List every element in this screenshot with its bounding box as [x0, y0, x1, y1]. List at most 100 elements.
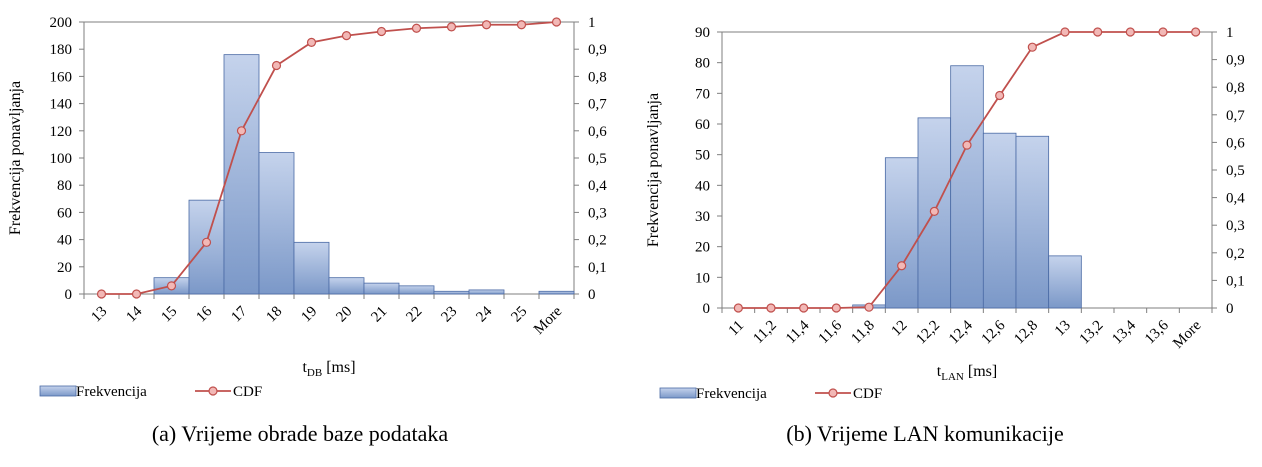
- x-tick-label: 25: [508, 304, 530, 326]
- cdf-point-13: [96, 289, 107, 299]
- y-tick-label: 100: [50, 151, 73, 167]
- y-tick-label: 30: [695, 209, 710, 225]
- x-tick-label: 15: [158, 304, 180, 326]
- cdf-point-23: [446, 22, 457, 32]
- cdf-point-17: [236, 126, 247, 136]
- y2-tick-label: 0: [1226, 301, 1234, 317]
- x-tick-label: 24: [473, 303, 495, 325]
- y2-tick-label: 0,1: [1226, 273, 1245, 289]
- bar-12: [884, 157, 919, 309]
- x-tick-label: 21: [368, 304, 390, 326]
- cdf-point-12,6: [995, 90, 1005, 101]
- y2-tick-label: 1: [1226, 25, 1234, 41]
- bar-21: [363, 282, 400, 295]
- cdf-line: [101, 21, 557, 295]
- legend-label-frekvencija: Frekvencija: [696, 386, 767, 402]
- bar-22: [398, 285, 435, 295]
- x-tick-label: 12,6: [979, 317, 1009, 347]
- cdf-point-11: [733, 303, 743, 313]
- x-axis-label-main: t: [302, 359, 307, 376]
- y2-tick-label: 0: [588, 287, 596, 303]
- y-tick-label: 120: [50, 124, 73, 140]
- cdf-point-12,2: [929, 206, 939, 216]
- x-tick-label: 20: [333, 304, 355, 326]
- x-tick-label: 11,8: [848, 318, 877, 347]
- x-tick-label: 19: [298, 304, 320, 326]
- y2-tick-label: 0,8: [588, 69, 607, 85]
- cdf-point-21: [376, 26, 387, 37]
- y2-tick-label: 0,2: [588, 233, 607, 249]
- legend-label-cdf: CDF: [853, 386, 882, 402]
- x-tick-label: 13,4: [1109, 317, 1139, 347]
- legend-swatch-marker: [208, 386, 218, 396]
- y-tick-label: 90: [695, 25, 710, 41]
- legend-swatch-marker: [828, 388, 838, 398]
- x-tick-label: 12,4: [946, 317, 976, 347]
- bar-24: [468, 289, 505, 295]
- cdf-point-12: [897, 261, 907, 271]
- x-tick-label: 18: [263, 304, 285, 326]
- x-axis-label-subscript: DB: [307, 367, 322, 379]
- y2-tick-label: 1: [588, 15, 596, 31]
- y-tick-label: 40: [695, 178, 710, 194]
- x-tick-label: 23: [438, 304, 460, 326]
- y2-tick-label: 0,9: [1226, 53, 1245, 69]
- cdf-point-11,8: [864, 302, 874, 312]
- x-axis-label: tLAN [ms]: [937, 363, 997, 383]
- legend-label-cdf: CDF: [233, 384, 262, 400]
- y2-tick-label: 0,7: [588, 97, 607, 113]
- x-axis-label-unit: [ms]: [964, 363, 997, 380]
- x-tick-label: 12,8: [1011, 318, 1041, 348]
- bar-12,4: [950, 65, 984, 309]
- chart-lan-communication: 0 10 20 30 40 50 60 70 80 90 0 0,1 0,2 0,3 0,4 0,5 0,6 0,…: [645, 25, 1245, 446]
- chart-db-processing: 02040608010012014016018020000,10,20,30,4…: [7, 15, 607, 446]
- y-tick-label: 20: [695, 240, 710, 256]
- x-tick-label: 11,6: [816, 317, 846, 347]
- x-tick-label: 17: [228, 303, 250, 325]
- y-tick-label: 60: [695, 117, 710, 133]
- cdf-point-19: [306, 37, 317, 48]
- x-tick-label: 13: [88, 304, 110, 326]
- cdf-point-18: [271, 60, 282, 71]
- cdf-point-22: [411, 23, 422, 33]
- x-tick-label: 22: [403, 304, 425, 326]
- y2-tick-label: 0,4: [588, 178, 607, 194]
- y-tick-label: 20: [57, 260, 72, 276]
- x-tick-label: 16: [193, 303, 215, 325]
- x-tick-label: 12,2: [913, 318, 943, 348]
- y-tick-label: 200: [50, 15, 73, 31]
- x-axis-label-main: t: [937, 363, 942, 380]
- y2-tick-label: 0,6: [1226, 135, 1245, 151]
- cdf-point-13,4: [1125, 27, 1135, 37]
- cdf-point-13,2: [1093, 27, 1103, 37]
- bar-13: [1048, 255, 1082, 309]
- y-tick-label: 160: [50, 69, 73, 85]
- bar-20: [328, 277, 365, 295]
- cdf-point-12,4: [962, 140, 972, 150]
- bar-12,6: [982, 132, 1017, 309]
- bar-12,8: [1015, 135, 1050, 309]
- y-tick-label: 10: [695, 270, 710, 286]
- legend: Frekvencija CDF: [39, 384, 262, 400]
- y2-tick-label: 0,3: [1226, 218, 1245, 234]
- cdf-point-13,6: [1158, 27, 1168, 37]
- bar-17: [223, 54, 260, 295]
- cdf-point-16: [201, 237, 212, 247]
- x-tick-label: 11,2: [750, 318, 779, 347]
- y-axis-label: Frekvencija ponavljanja: [645, 93, 662, 247]
- cdf-point-13: [1060, 27, 1070, 37]
- y2-tick-label: 0,5: [588, 151, 607, 167]
- bar-16: [188, 199, 225, 295]
- cdf-point-24: [481, 20, 492, 30]
- x-axis-label-unit: [ms]: [322, 359, 355, 376]
- y-tick-label: 80: [57, 178, 72, 194]
- y2-tick-label: 0,4: [1226, 191, 1245, 207]
- y-tick-label: 0: [65, 287, 73, 303]
- cdf-point-12,8: [1027, 42, 1037, 52]
- figure-caption: (b) Vrijeme LAN komunikacije: [786, 421, 1063, 446]
- y2-tick-label: 0,7: [1226, 108, 1245, 124]
- bar-More: [538, 290, 575, 295]
- legend-swatch-bar: [39, 385, 77, 397]
